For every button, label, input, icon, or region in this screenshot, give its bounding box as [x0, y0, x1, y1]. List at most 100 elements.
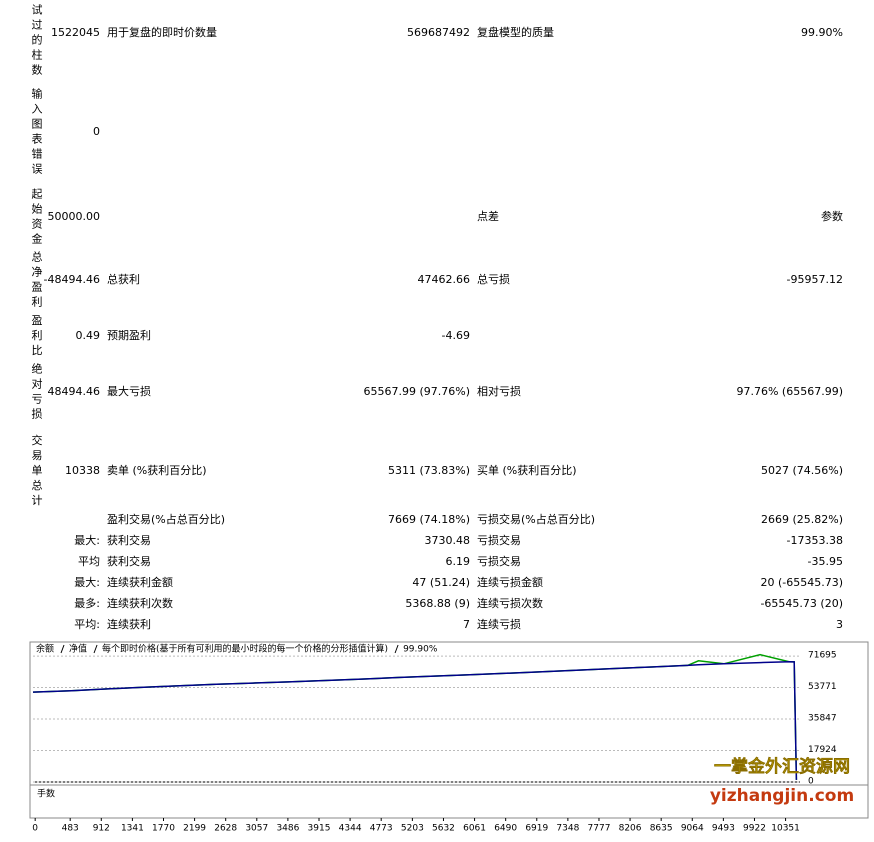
table-cell: 卖单 (%获利百分比) [107, 464, 207, 477]
x-tick-label: 4773 [370, 824, 393, 834]
watermark: 一掌金外汇资源网 [714, 756, 850, 777]
separator [394, 644, 399, 654]
table-cell: -65545.73 (20) [760, 597, 843, 610]
x-tick-label: 5203 [401, 824, 424, 834]
row-label: 起始资金 [32, 188, 43, 246]
table-cell: 用于复盘的即时价数量 [107, 25, 217, 39]
table-cell: 7669 (74.18%) [388, 513, 470, 526]
table-cell: 预期盈利 [107, 329, 151, 342]
table-cell: 0 [93, 125, 100, 138]
table-cell: 3 [836, 618, 843, 631]
x-tick-label: 0 [32, 824, 38, 834]
x-tick-label: 7777 [588, 824, 611, 834]
x-tick-label: 8206 [619, 824, 642, 834]
table-cell: 3730.48 [425, 534, 471, 547]
y-tick-label: 53771 [808, 682, 837, 692]
x-tick-label: 9922 [743, 824, 766, 834]
quality: 99.90% [403, 645, 438, 655]
table-cell: 20 (-65545.73) [760, 576, 843, 589]
table-cell: 连续亏损次数 [477, 596, 543, 610]
table-cell: 47462.66 [418, 273, 471, 286]
x-tick-label: 1341 [121, 824, 144, 834]
table-cell: -35.95 [808, 555, 843, 568]
table-cell: 最大亏损 [107, 384, 151, 398]
table-cell: 5368.88 (9) [405, 597, 470, 610]
x-tick-label: 8635 [650, 824, 673, 834]
table-cell: -95957.12 [787, 273, 843, 286]
table-cell: 2669 (25.82%) [761, 513, 843, 526]
x-tick-label: 3057 [245, 824, 268, 834]
x-tick-label: 6490 [494, 824, 517, 834]
row-label: 绝对亏损 [32, 362, 43, 421]
table-cell: 99.90% [801, 26, 843, 39]
table-cell: 获利交易 [107, 554, 151, 568]
y-tick-label: 17924 [808, 745, 837, 755]
y-tick-label: 35847 [808, 714, 837, 724]
row-label: 盈利比 [32, 314, 43, 357]
table-cell: 连续亏损金额 [477, 575, 543, 589]
table-cell: 65567.99 (97.76%) [363, 385, 470, 398]
table-cell: 平均: [74, 618, 100, 631]
table-cell: 5027 (74.56%) [761, 464, 843, 477]
separator [93, 644, 98, 654]
table-cell: 6.19 [446, 555, 471, 568]
table-cell: 亏损交易 [477, 533, 521, 547]
chart-frame [29, 641, 869, 786]
table-cell: 连续亏损 [477, 617, 521, 631]
table-cell: 最大: [74, 533, 100, 547]
x-tick-label: 6919 [525, 824, 548, 834]
table-cell: 盈利交易(%占总百分比) [107, 512, 225, 526]
x-tick-label: 10351 [771, 824, 800, 834]
legend-entry: 净值 [69, 643, 87, 655]
row-label: 测试过的柱数 [32, 0, 43, 77]
y-tick-label: 0 [808, 777, 814, 787]
x-tick-label: 4344 [339, 824, 362, 834]
table-cell: 50000.00 [48, 210, 101, 223]
table-cell: -17353.38 [787, 534, 843, 547]
table-cell: 5311 (73.83%) [388, 464, 470, 477]
table-cell: 参数 [821, 209, 843, 223]
row-label: 总净盈利 [32, 250, 43, 309]
table-cell: 连续获利 [107, 617, 151, 631]
table-cell: 1522045 [51, 26, 100, 39]
table-cell: 复盘模型的质量 [477, 25, 554, 39]
table-cell: 相对亏损 [477, 384, 521, 398]
table-cell: 平均 [78, 555, 100, 568]
table-cell: 亏损交易 [477, 554, 521, 568]
x-tick-label: 7348 [556, 824, 579, 834]
chart-subtitle: 每个即时价格(基于所有可利用的最小时段的每一个价格的分形插值计算) [102, 643, 388, 655]
lower-panel-label: 手数 [37, 788, 55, 800]
x-tick-label: 9493 [712, 824, 735, 834]
x-tick-label: 2199 [183, 824, 206, 834]
table-cell: 买单 (%获利百分比) [477, 464, 577, 477]
x-tick-label: 2628 [214, 824, 237, 834]
x-tick-label: 6061 [463, 824, 486, 834]
table-cell: 点差 [477, 209, 499, 223]
table-cell: 获利交易 [107, 533, 151, 547]
table-cell: 97.76% (65567.99) [736, 385, 843, 398]
x-tick-label: 9064 [681, 824, 704, 834]
table-cell: 48494.46 [48, 385, 101, 398]
y-tick-label: 71695 [808, 651, 837, 661]
x-tick-label: 912 [93, 824, 110, 834]
row-label: 交易单总计 [32, 433, 43, 507]
series-line [32, 660, 798, 780]
separator [60, 644, 65, 654]
table-cell: 7 [463, 618, 470, 631]
table-cell: 47 (51.24) [412, 576, 470, 589]
x-tick-label: 3486 [276, 824, 299, 834]
lower-panel [29, 784, 869, 819]
x-tick-label: 483 [62, 824, 79, 834]
table-cell: 569687492 [407, 26, 470, 39]
x-tick-label: 5632 [432, 824, 455, 834]
table-cell: -4.69 [442, 329, 470, 342]
table-cell: 0.49 [76, 329, 101, 342]
table-cell: 10338 [65, 464, 100, 477]
table-cell: -48494.46 [44, 273, 100, 286]
row-label: 输入图表错误 [32, 87, 43, 176]
watermark: yizhangjin.com [710, 786, 854, 806]
table-cell: 总亏损 [477, 272, 510, 286]
table-cell: 总获利 [107, 272, 140, 286]
